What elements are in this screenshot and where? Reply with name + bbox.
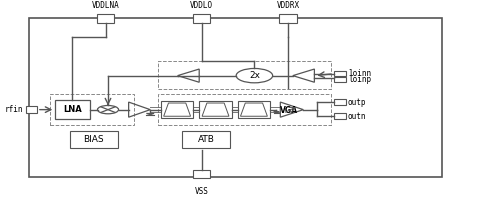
Text: VDDRX: VDDRX (276, 2, 300, 10)
Polygon shape (293, 69, 314, 82)
Text: 2x: 2x (249, 71, 260, 80)
Text: rfin: rfin (5, 105, 24, 114)
Text: loinn: loinn (348, 69, 371, 78)
Text: VGA: VGA (280, 106, 298, 114)
Text: outp: outp (348, 98, 367, 107)
Bar (193, 170, 210, 178)
FancyBboxPatch shape (161, 101, 193, 118)
Bar (97, 14, 114, 23)
Text: ATB: ATB (198, 135, 215, 144)
Bar (193, 14, 210, 23)
Bar (334, 77, 346, 82)
Text: loinp: loinp (348, 75, 371, 84)
FancyBboxPatch shape (182, 131, 230, 148)
Bar (26, 106, 37, 113)
Text: VSS: VSS (195, 187, 208, 196)
FancyBboxPatch shape (238, 101, 270, 118)
FancyBboxPatch shape (70, 131, 118, 148)
Text: VDDLO: VDDLO (190, 2, 213, 10)
Bar (334, 113, 346, 119)
Polygon shape (280, 102, 303, 117)
Text: BIAS: BIAS (84, 135, 104, 144)
Text: LNA: LNA (63, 105, 82, 114)
Bar (279, 14, 297, 23)
FancyBboxPatch shape (55, 100, 90, 119)
FancyBboxPatch shape (199, 101, 232, 118)
Bar (334, 99, 346, 105)
Text: outn: outn (348, 112, 367, 121)
Text: VDDLNA: VDDLNA (92, 2, 120, 10)
Polygon shape (178, 69, 199, 82)
Bar (334, 71, 346, 76)
